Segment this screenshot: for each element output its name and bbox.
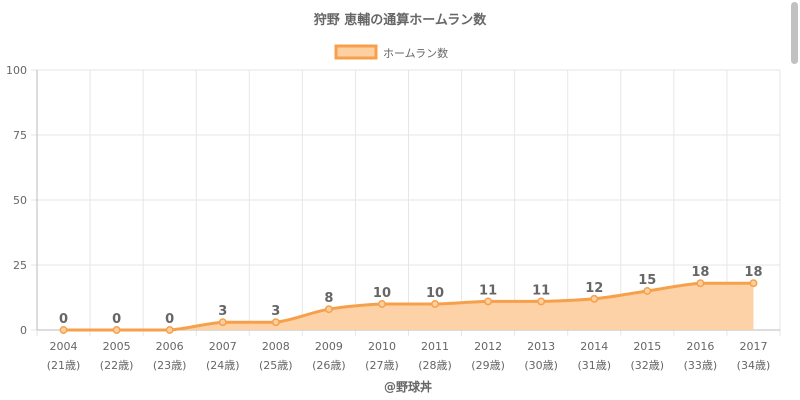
data-point — [696, 279, 705, 288]
y-tick-label: 100 — [6, 64, 27, 77]
y-tick-label: 0 — [20, 324, 27, 337]
data-label: 10 — [426, 286, 444, 301]
x-tick-label: 2010 — [368, 340, 396, 353]
series-layer — [59, 279, 758, 334]
x-tick-label: 2006 — [156, 340, 184, 353]
data-point — [484, 297, 493, 306]
x-tick-label: 2016 — [686, 340, 714, 353]
data-point — [431, 300, 439, 308]
y-tick-label: 50 — [13, 194, 27, 207]
x-tick-sublabel: (27歳) — [365, 359, 399, 372]
data-label: 3 — [218, 304, 227, 319]
data-label: 11 — [479, 283, 497, 298]
x-tick-label: 2013 — [527, 340, 555, 353]
data-point — [271, 318, 280, 327]
data-point — [165, 326, 174, 334]
x-tick-sublabel: (22歳) — [100, 359, 134, 372]
data-point — [59, 326, 68, 334]
data-label: 18 — [744, 265, 762, 280]
x-tick-sublabel: (29歳) — [471, 359, 505, 372]
scrollbar-thumb[interactable] — [791, 2, 798, 64]
data-label: 15 — [638, 273, 656, 288]
data-label: 8 — [324, 291, 333, 306]
x-tick-label: 2008 — [262, 340, 290, 353]
legend-label: ホームラン数 — [383, 47, 448, 60]
data-label: 18 — [691, 265, 709, 280]
data-point — [378, 300, 386, 308]
legend[interactable]: ホームラン数 — [334, 44, 448, 60]
data-label: 0 — [59, 312, 68, 327]
x-tick-sublabel: (31歳) — [577, 359, 611, 372]
x-tick-sublabel: (26歳) — [312, 359, 346, 372]
data-label: 12 — [585, 281, 603, 296]
x-tick-label: 2009 — [315, 340, 343, 353]
x-tick-sublabel: (33歳) — [684, 359, 718, 372]
x-tick-sublabel: (23歳) — [153, 359, 187, 372]
footer-credit: @野球丼 — [384, 379, 432, 394]
x-tick-label: 2012 — [474, 340, 502, 353]
x-tick-label: 2014 — [580, 340, 608, 353]
x-tick-sublabel: (21歳) — [47, 359, 81, 372]
data-point — [324, 305, 333, 314]
axes: 02550751002004(21歳)2005(22歳)2006(23歳)200… — [6, 64, 780, 372]
data-point — [590, 294, 599, 303]
legend-swatch — [334, 44, 378, 60]
data-label: 10 — [373, 286, 391, 301]
y-tick-label: 25 — [13, 259, 27, 272]
x-tick-sublabel: (25歳) — [259, 359, 293, 372]
data-point — [749, 279, 758, 288]
x-tick-label: 2011 — [421, 340, 449, 353]
data-point — [643, 287, 652, 295]
data-label: 3 — [271, 304, 280, 319]
x-tick-sublabel: (34歳) — [737, 359, 771, 372]
x-tick-sublabel: (32歳) — [631, 359, 665, 372]
data-point — [537, 297, 546, 306]
y-tick-label: 75 — [13, 129, 27, 142]
x-tick-label: 2017 — [739, 340, 767, 353]
data-label: 11 — [532, 283, 550, 298]
x-tick-sublabel: (24歳) — [206, 359, 240, 372]
x-tick-label: 2005 — [103, 340, 131, 353]
data-label: 0 — [112, 312, 121, 327]
x-tick-label: 2007 — [209, 340, 237, 353]
series-area — [63, 283, 754, 330]
data-point — [112, 326, 121, 334]
scrollbar[interactable] — [788, 0, 800, 400]
x-tick-label: 2015 — [633, 340, 661, 353]
data-point — [218, 318, 227, 327]
x-tick-sublabel: (30歳) — [524, 359, 558, 372]
x-tick-sublabel: (28歳) — [418, 359, 452, 372]
data-labels: 0 0 0 3 3 8 10 10 11 11 12 15 18 18 — [59, 265, 762, 327]
x-tick-label: 2004 — [50, 340, 78, 353]
chart-title: 狩野 恵輔の通算ホームラン数 — [314, 12, 487, 28]
series-line — [63, 281, 754, 332]
data-label: 0 — [165, 312, 174, 327]
